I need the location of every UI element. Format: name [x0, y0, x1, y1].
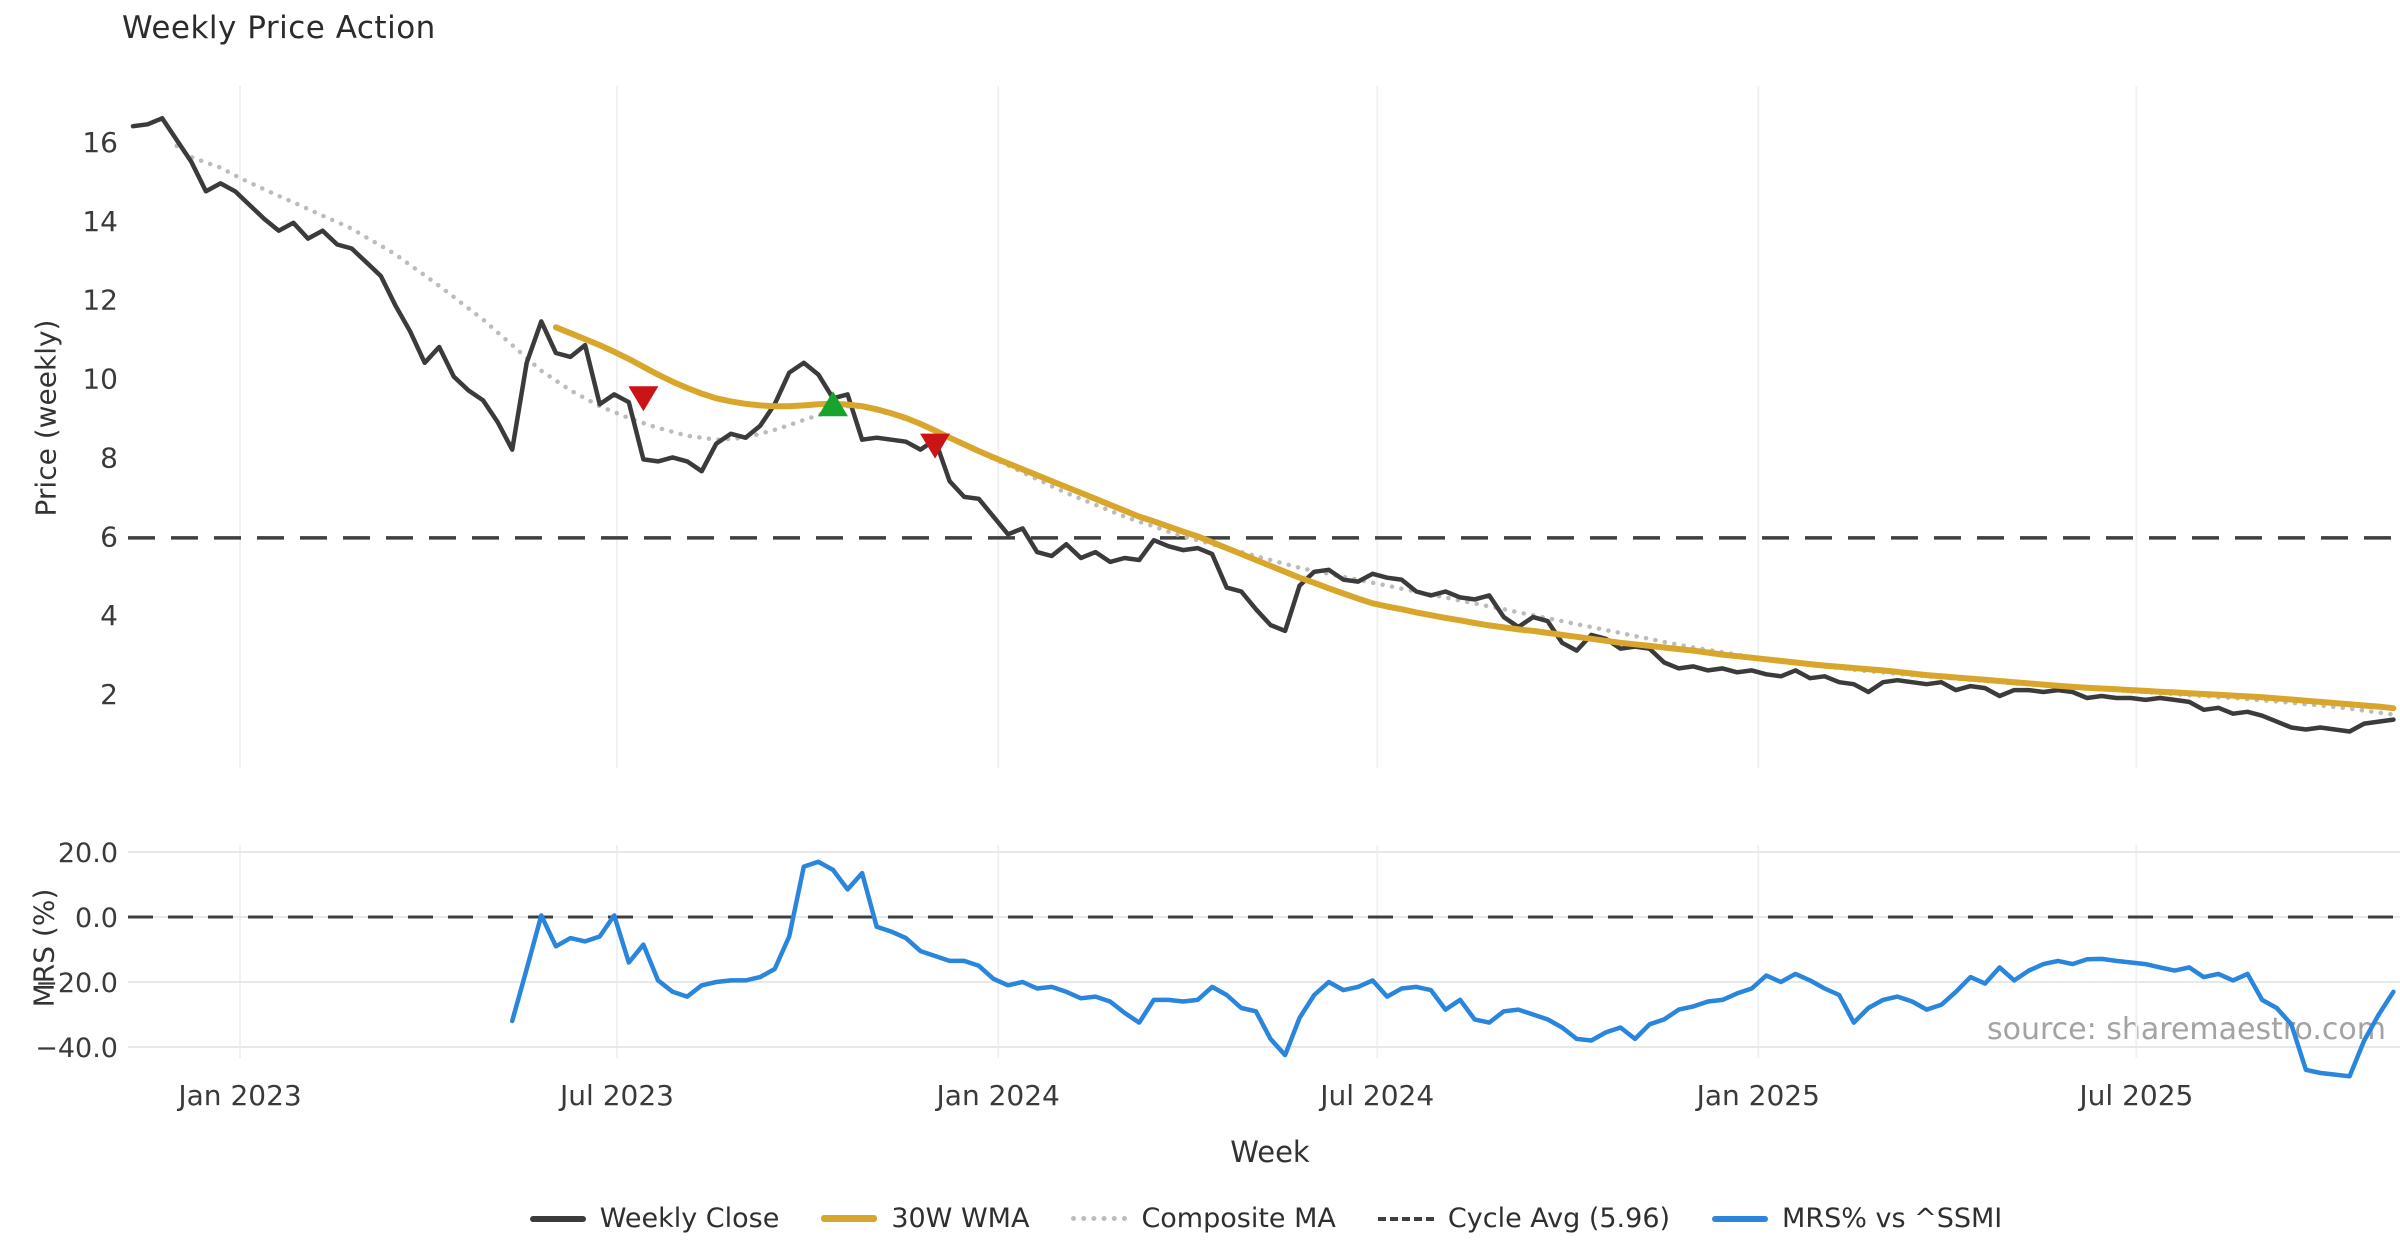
sell-signal-marker	[628, 386, 659, 412]
week-axis-label: Week	[1230, 1135, 1310, 1169]
price-ytick-label: 2	[100, 678, 118, 711]
price-ytick-label: 12	[82, 284, 118, 317]
legend-label: Weekly Close	[599, 1203, 780, 1234]
price-ytick-label: 4	[100, 599, 118, 632]
xtick-label: Jul 2025	[2077, 1079, 2193, 1112]
xtick-label: Jul 2023	[558, 1079, 674, 1112]
chart-title: Weekly Price Action	[122, 10, 436, 46]
price-ytick-label: 16	[82, 126, 118, 159]
xtick-label: Jan 2024	[935, 1079, 1060, 1112]
mrs-ytick-label: 20.0	[58, 838, 118, 869]
price-ytick-label: 10	[82, 363, 118, 396]
legend: Weekly Close 30W WMA Composite MA Cycle …	[66, 1203, 2400, 1234]
price-ytick-label: 6	[100, 520, 118, 553]
xtick-label: Jan 2025	[1695, 1079, 1820, 1112]
legend-label: Composite MA	[1141, 1203, 1336, 1234]
weekly-close-line-swatch	[529, 1215, 586, 1222]
legend-item-30w-wma: 30W WMA	[821, 1203, 1029, 1234]
mrs-ytick-label: −40.0	[35, 1033, 118, 1064]
weekly-close-line	[130, 116, 2396, 734]
xtick-label: Jul 2024	[1318, 1079, 1434, 1112]
legend-label: MRS% vs ^SSMI	[1782, 1203, 2003, 1234]
xtick-label: Jan 2023	[176, 1079, 301, 1112]
legend-item-weekly-close: Weekly Close	[529, 1203, 780, 1234]
buy-signal-marker	[817, 391, 848, 417]
wma-line-swatch	[821, 1215, 878, 1222]
sell-signal-marker	[920, 433, 951, 459]
legend-label: 30W WMA	[891, 1203, 1030, 1234]
wma-30w-line	[552, 324, 2397, 712]
legend-item-mrs: MRS% vs ^SSMI	[1712, 1203, 2002, 1234]
mrs-ytick-label: 0.0	[75, 903, 118, 934]
legend-label: Cycle Avg (5.96)	[1447, 1203, 1671, 1234]
mrs-ytick-label: −20.0	[35, 968, 118, 999]
mrs-line	[509, 859, 2396, 1079]
legend-item-cycle-avg: Cycle Avg (5.96)	[1377, 1203, 1671, 1234]
mrs-line-swatch	[1712, 1215, 1769, 1222]
legend-item-composite-ma: Composite MA	[1071, 1203, 1336, 1234]
cycle-avg-line-swatch	[1377, 1216, 1434, 1221]
price-ytick-label: 8	[100, 441, 118, 474]
price-ytick-label: 14	[82, 205, 118, 238]
source-watermark: source: sharemaestro.com	[1987, 1012, 2386, 1047]
composite-ma-line-swatch	[1071, 1216, 1128, 1221]
